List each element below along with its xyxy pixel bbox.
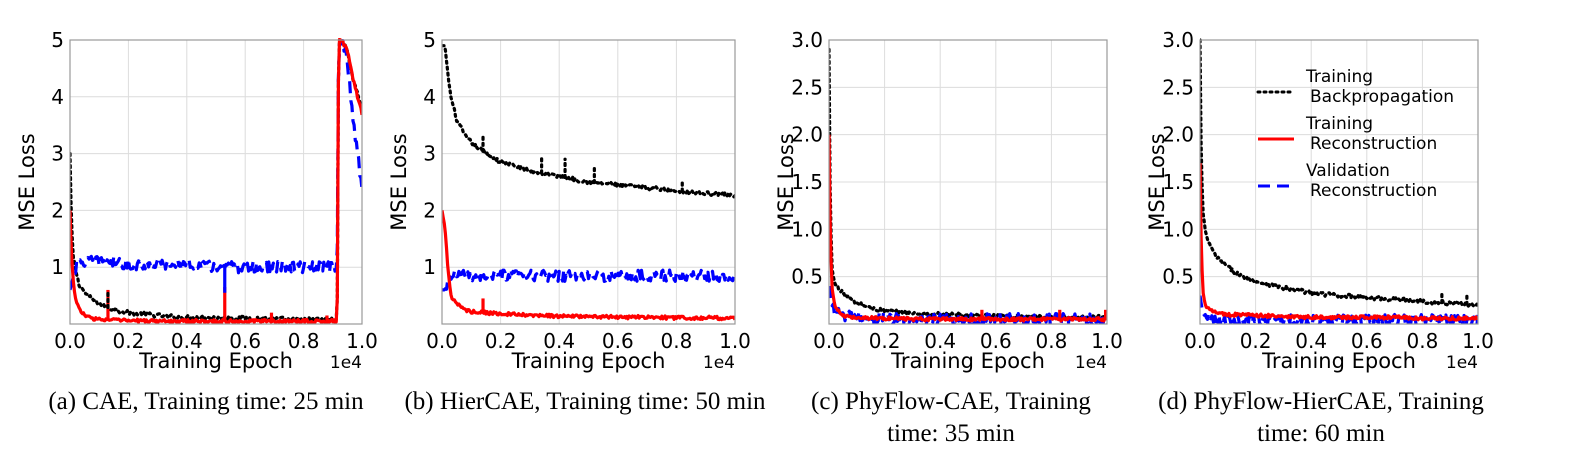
x-axis-label: Training Epoch: [1261, 349, 1416, 373]
x-multiplier-label: 1e4: [1075, 353, 1107, 373]
y-tick-label: 4: [423, 85, 436, 109]
chart-d: 0.5 1.0 1.5 2.0 2.5 3.0 0.0 0.2 0.4 0.6 0.8 1.0 Trai…: [1145, 28, 1494, 373]
x-multiplier-label: 1e4: [330, 353, 362, 373]
x-tick-label: 0.2: [869, 329, 901, 353]
y-tick-label: 1.5: [1162, 170, 1194, 194]
y-tick-label: 2: [423, 198, 436, 222]
x-tick-label: 0.8: [1406, 329, 1438, 353]
panel-b: 1 2 3 4 5 0.0 0.2 0.4 0.6 0.8 1.0 Training Epoch 1e4…: [387, 0, 780, 456]
x-tick-label: 0.2: [1240, 329, 1272, 353]
panel-c: 0.5 1.0 1.5 2.0 2.5 3.0 0.0 0.2 0.4 0.6 0.8 1.0 Trai…: [762, 0, 1142, 456]
x-tick-label: 0.0: [1184, 329, 1216, 353]
caption-c: (c) PhyFlow-CAE, Training time: 35 min: [811, 388, 1091, 447]
panel-a: 1 2 3 4 5 0.0 0.2 0.4 0.6 0.8 1.0 Training Epoch 1e4…: [0, 0, 400, 456]
y-tick-label: 5: [423, 28, 436, 52]
caption-d: (d) PhyFlow-HierCAE, Training time: 60 m…: [1158, 388, 1484, 447]
grid-a: [69, 39, 363, 324]
y-tick-label: 1: [51, 255, 64, 279]
y-tick-label: 3.0: [1162, 28, 1194, 52]
y-tick-label: 2.5: [791, 75, 823, 99]
y-tick-label: 3: [423, 142, 436, 166]
plot-frame-a: [69, 39, 363, 325]
y-tick-label: 2.0: [1162, 123, 1194, 147]
x-axis-label: Training Epoch: [511, 349, 666, 373]
series-backprop-d: [1200, 38, 1478, 309]
y-tick-label: 2.0: [791, 123, 823, 147]
x-tick-label: 0.0: [426, 329, 458, 353]
series-valid-a: [70, 38, 362, 291]
x-tick-label: 0.8: [660, 329, 692, 353]
series-group-b: [442, 44, 735, 322]
x-tick-label: 1.0: [1462, 329, 1494, 353]
series-valid-d: [1200, 295, 1478, 324]
series-group-a: [70, 38, 362, 324]
y-tick-label: 1.0: [1162, 217, 1194, 241]
y-tick-label: 5: [51, 28, 64, 52]
series-recon-a: [70, 38, 362, 324]
x-tick-label: 0.0: [813, 329, 845, 353]
y-tick-label: 0.5: [1162, 265, 1194, 289]
series-recon-b: [442, 210, 735, 322]
x-tick-label: 0.2: [485, 329, 517, 353]
legend-label-valid-line2: Reconstruction: [1310, 181, 1437, 201]
series-valid-b: [442, 268, 735, 292]
y-tick-label: 3.0: [791, 28, 823, 52]
y-axis-label: MSE Loss: [774, 133, 798, 230]
x-tick-label: 0.6: [602, 329, 634, 353]
y-tick-label: 0.5: [791, 265, 823, 289]
x-tick-label: 0.6: [229, 329, 261, 353]
y-tick-label: 1.0: [791, 217, 823, 241]
chart-c: 0.5 1.0 1.5 2.0 2.5 3.0 0.0 0.2 0.4 0.6 0.8 1.0 Trai…: [774, 28, 1123, 373]
legend-label-backprop-line2: Backpropagation: [1310, 87, 1454, 107]
y-tick-label: 3: [51, 142, 64, 166]
x-tick-label: 0.0: [54, 329, 86, 353]
x-tick-label: 1.0: [719, 329, 751, 353]
y-axis-label: MSE Loss: [15, 133, 39, 230]
series-backprop-b: [442, 44, 735, 199]
x-multiplier-label: 1e4: [1446, 353, 1478, 373]
x-tick-label: 0.4: [924, 329, 956, 353]
x-tick-label: 0.8: [288, 329, 320, 353]
y-tick-label: 1: [423, 255, 436, 279]
caption-b: (b) HierCAE, Training time: 50 min: [404, 388, 766, 415]
series-group-c: [829, 47, 1107, 324]
caption-a: (a) CAE, Training time: 25 min: [48, 388, 364, 415]
series-recon-c: [829, 134, 1107, 323]
x-tick-label: 1.0: [346, 329, 378, 353]
grid-c: [828, 39, 1108, 324]
y-axis-label: MSE Loss: [1145, 133, 1169, 230]
chart-b: 1 2 3 4 5 0.0 0.2 0.4 0.6 0.8 1.0 Training Epoch 1e4…: [387, 28, 751, 373]
y-tick-label: 4: [51, 85, 64, 109]
plot-frame-b: [441, 39, 736, 325]
series-group-d: [1200, 38, 1478, 324]
x-axis-label: Training Epoch: [138, 349, 293, 373]
y-tick-label: 2: [51, 198, 64, 222]
legend-label-recon-line2: Reconstruction: [1310, 134, 1437, 154]
x-tick-label: 0.2: [112, 329, 144, 353]
x-axis-label: Training Epoch: [890, 349, 1045, 373]
y-tick-label: 1.5: [791, 170, 823, 194]
legend-d: TrainingBackpropagationTrainingReconstru…: [1256, 67, 1454, 201]
x-tick-label: 0.6: [1351, 329, 1383, 353]
plot-frame-d: [1199, 39, 1479, 325]
series-backprop-a: [70, 38, 362, 323]
x-tick-label: 0.4: [1295, 329, 1327, 353]
x-tick-label: 1.0: [1091, 329, 1123, 353]
plot-frame-c: [828, 39, 1108, 325]
legend-label-recon-line1: Training: [1305, 114, 1373, 134]
series-recon-d: [1200, 163, 1478, 322]
y-axis-label: MSE Loss: [387, 133, 411, 230]
series-backprop-c: [829, 47, 1107, 321]
y-tick-label: 2.5: [1162, 75, 1194, 99]
chart-a: 1 2 3 4 5 0.0 0.2 0.4 0.6 0.8 1.0 Training Epoch 1e4…: [15, 28, 378, 373]
x-tick-label: 0.4: [543, 329, 575, 353]
x-tick-label: 0.6: [980, 329, 1012, 353]
x-tick-label: 0.4: [171, 329, 203, 353]
x-tick-label: 0.8: [1035, 329, 1067, 353]
legend-label-backprop-line1: Training: [1305, 67, 1373, 87]
panel-d: 0.5 1.0 1.5 2.0 2.5 3.0 0.0 0.2 0.4 0.6 0.8 1.0 Trai…: [1132, 0, 1571, 456]
x-multiplier-label: 1e4: [703, 353, 735, 373]
legend-label-valid-line1: Validation: [1306, 161, 1390, 181]
